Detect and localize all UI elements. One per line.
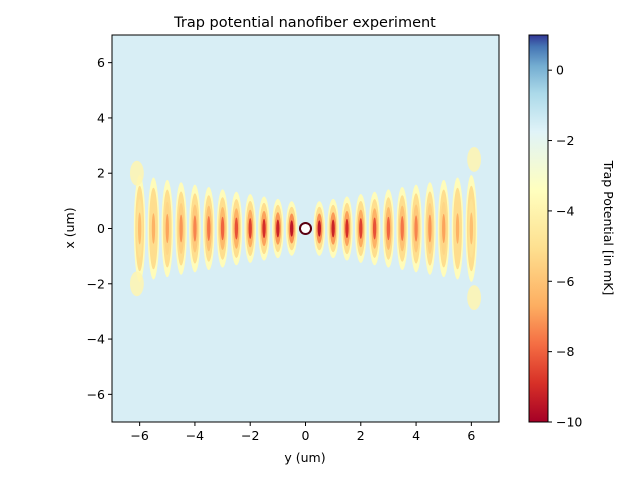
y-tick-label: −4: [87, 332, 105, 347]
fringe-core: [207, 216, 211, 241]
fringe-core: [151, 213, 156, 244]
y-tick-label: −2: [87, 276, 105, 291]
fringe-core: [428, 214, 432, 243]
y-tick-label: 0: [97, 221, 105, 236]
colorbar-gradient: [528, 34, 549, 423]
x-tick-label: 2: [357, 428, 365, 443]
fringe-core: [137, 212, 142, 245]
x-tick-label: 4: [412, 428, 420, 443]
x-tick-label: 6: [467, 428, 475, 443]
fringe-core: [442, 213, 446, 244]
fringe-core: [455, 213, 460, 244]
fringe-core: [220, 216, 225, 241]
colorbar-tick-label: −4: [556, 203, 574, 218]
x-tick-label: −6: [130, 428, 148, 443]
colorbar-tick-label: −10: [556, 415, 582, 430]
fringe-core: [234, 217, 239, 240]
y-tick-label: 2: [97, 166, 105, 181]
fiber-marker: [298, 221, 313, 236]
colorbar-tick-label: −6: [556, 274, 574, 289]
fringe-core: [262, 218, 266, 239]
fringe-core: [165, 213, 169, 244]
fringe-core: [290, 220, 294, 237]
fringe-core: [414, 215, 418, 242]
fringe-core: [372, 217, 377, 240]
colorbar-ticks: 0 −2 −4 −6 −8 −10: [548, 63, 582, 430]
fringe-core: [345, 218, 349, 239]
fringe-core: [317, 220, 321, 237]
side-lobe: [467, 146, 482, 172]
side-lobe: [129, 271, 144, 297]
x-axis-label: y (um): [284, 450, 325, 465]
side-lobe: [129, 160, 144, 186]
fringe-core: [469, 212, 474, 245]
y-tick-label: −6: [87, 387, 105, 402]
fringe-core: [276, 219, 280, 238]
fringe-core: [248, 218, 252, 239]
fringe-core: [179, 214, 183, 243]
y-tick-label: 6: [97, 55, 105, 70]
fringe-core: [386, 216, 391, 241]
y-axis: −6 −4 −2 0 2 4 6: [87, 55, 112, 402]
x-tick-label: 0: [302, 428, 310, 443]
colorbar-label: Trap Potential [in mK]: [601, 160, 616, 296]
colorbar-tick-label: 0: [556, 63, 564, 78]
fringe-core: [400, 216, 404, 241]
fringe-core: [193, 215, 197, 242]
colorbar-tick-label: −2: [556, 133, 574, 148]
heatmap-pattern: [129, 146, 482, 311]
y-tick-label: 4: [97, 110, 105, 125]
side-lobe: [467, 285, 482, 311]
fringe-core: [331, 219, 335, 238]
colorbar-tick-label: −8: [556, 344, 574, 359]
x-axis: −6 −4 −2 0 2 4 6: [130, 422, 475, 443]
x-tick-label: −2: [241, 428, 259, 443]
chart-title: Trap potential nanofiber experiment: [173, 15, 436, 31]
colorbar: 0 −2 −4 −6 −8 −10 Trap Potential [in mK]: [528, 34, 616, 430]
plot-area: [111, 34, 500, 423]
x-tick-label: −4: [186, 428, 204, 443]
fringe-core: [359, 218, 363, 239]
y-axis-label: x (um): [62, 207, 77, 248]
